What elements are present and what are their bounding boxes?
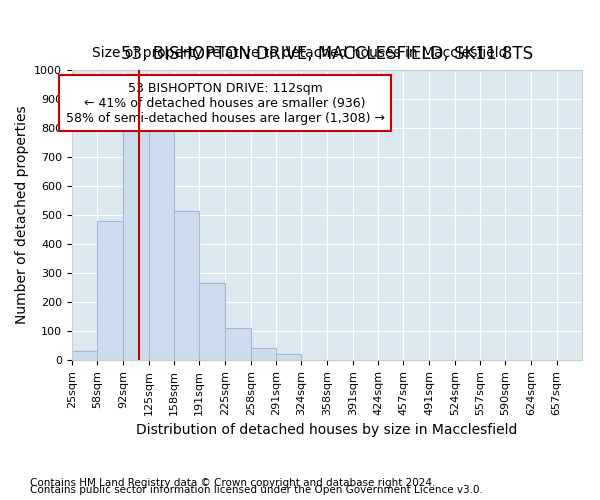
Bar [174, 210, 199, 360]
Text: 53 BISHOPTON DRIVE: 112sqm
← 41% of detached houses are smaller (936)
58% of sem: 53 BISHOPTON DRIVE: 112sqm ← 41% of deta… [65, 82, 385, 124]
Title: 53, BISHOPTON DRIVE, MACCLESFIELD, SK11 8TS: 53, BISHOPTON DRIVE, MACCLESFIELD, SK11 … [121, 45, 533, 63]
Bar [149, 123, 174, 360]
Bar [124, 123, 149, 360]
Bar [251, 348, 276, 360]
Text: Contains HM Land Registry data © Crown copyright and database right 2024.: Contains HM Land Registry data © Crown c… [30, 478, 436, 488]
Bar [72, 352, 97, 360]
Bar [226, 328, 251, 360]
Text: Size of property relative to detached houses in Macclesfield: Size of property relative to detached ho… [92, 46, 508, 60]
X-axis label: Distribution of detached houses by size in Macclesfield: Distribution of detached houses by size … [136, 423, 518, 437]
Bar [199, 283, 226, 360]
Text: Contains public sector information licensed under the Open Government Licence v3: Contains public sector information licen… [30, 485, 483, 495]
Bar [97, 222, 124, 360]
Bar [276, 354, 301, 360]
Y-axis label: Number of detached properties: Number of detached properties [15, 106, 29, 324]
